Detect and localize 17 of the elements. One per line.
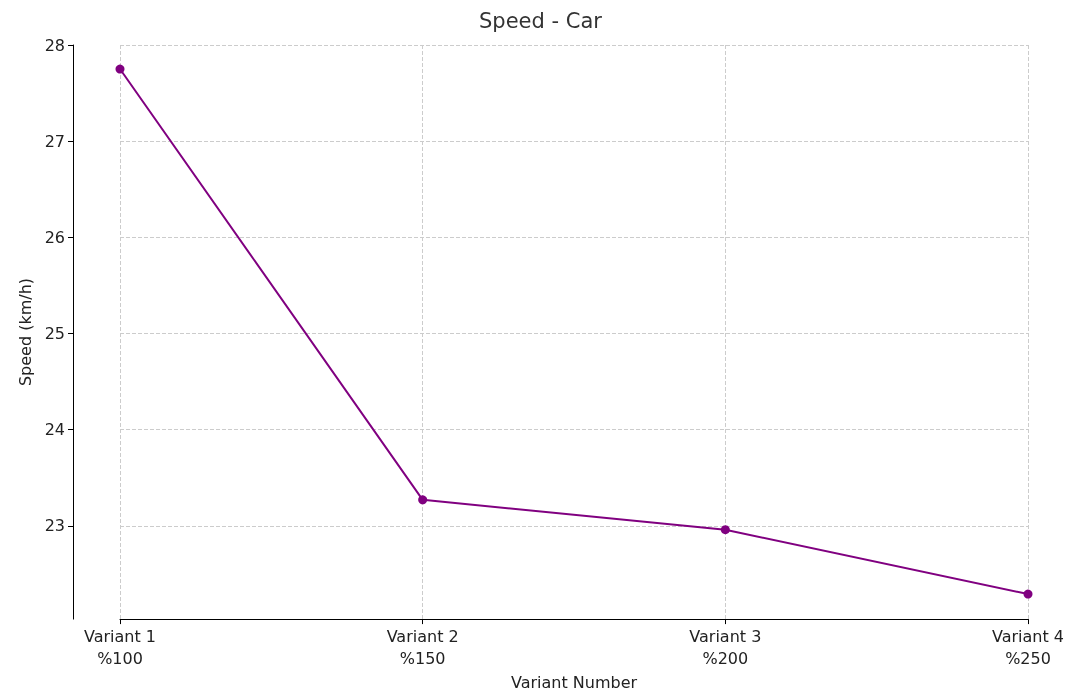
x-tick-label: Variant 4 %250 (991, 626, 1065, 668)
point (720, 525, 730, 535)
y-tick-label: 23 (44, 516, 65, 536)
y-axis-title: Speed (km/h) (15, 278, 35, 387)
y-tick-label: 28 (44, 35, 65, 55)
y-tick-label: 25 (44, 323, 65, 343)
x-tick-label: Variant 3 %200 (689, 626, 762, 668)
point (418, 495, 428, 505)
x-tick-label: Variant 2 %150 (386, 626, 459, 668)
y-tick-label: 27 (44, 131, 65, 151)
point (115, 64, 125, 74)
y-tick-label: 26 (44, 227, 65, 247)
chart-title: Speed - Car (479, 8, 603, 33)
x-axis-title: Variant Number (510, 672, 638, 692)
point (1023, 589, 1033, 599)
y-tick-label: 24 (44, 420, 65, 440)
x-tick-label: Variant 1 %100 (83, 626, 157, 668)
